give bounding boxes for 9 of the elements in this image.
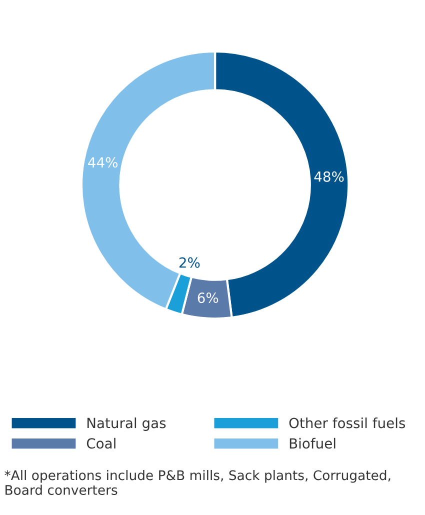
data-label: 6% (198, 292, 218, 304)
data-label: 44% (88, 157, 118, 168)
legend-label: Coal (86, 438, 116, 449)
legend-label: Biofuel (290, 438, 336, 449)
legend-label: Other fossil fuels (289, 418, 406, 428)
text: *All operations include P&B mills, Sack plants, Corrugated, Board converters (4, 470, 390, 495)
data-label: 48% (314, 171, 344, 182)
legend-label: Natural gas (87, 418, 166, 431)
data-label: 2% (179, 257, 200, 268)
